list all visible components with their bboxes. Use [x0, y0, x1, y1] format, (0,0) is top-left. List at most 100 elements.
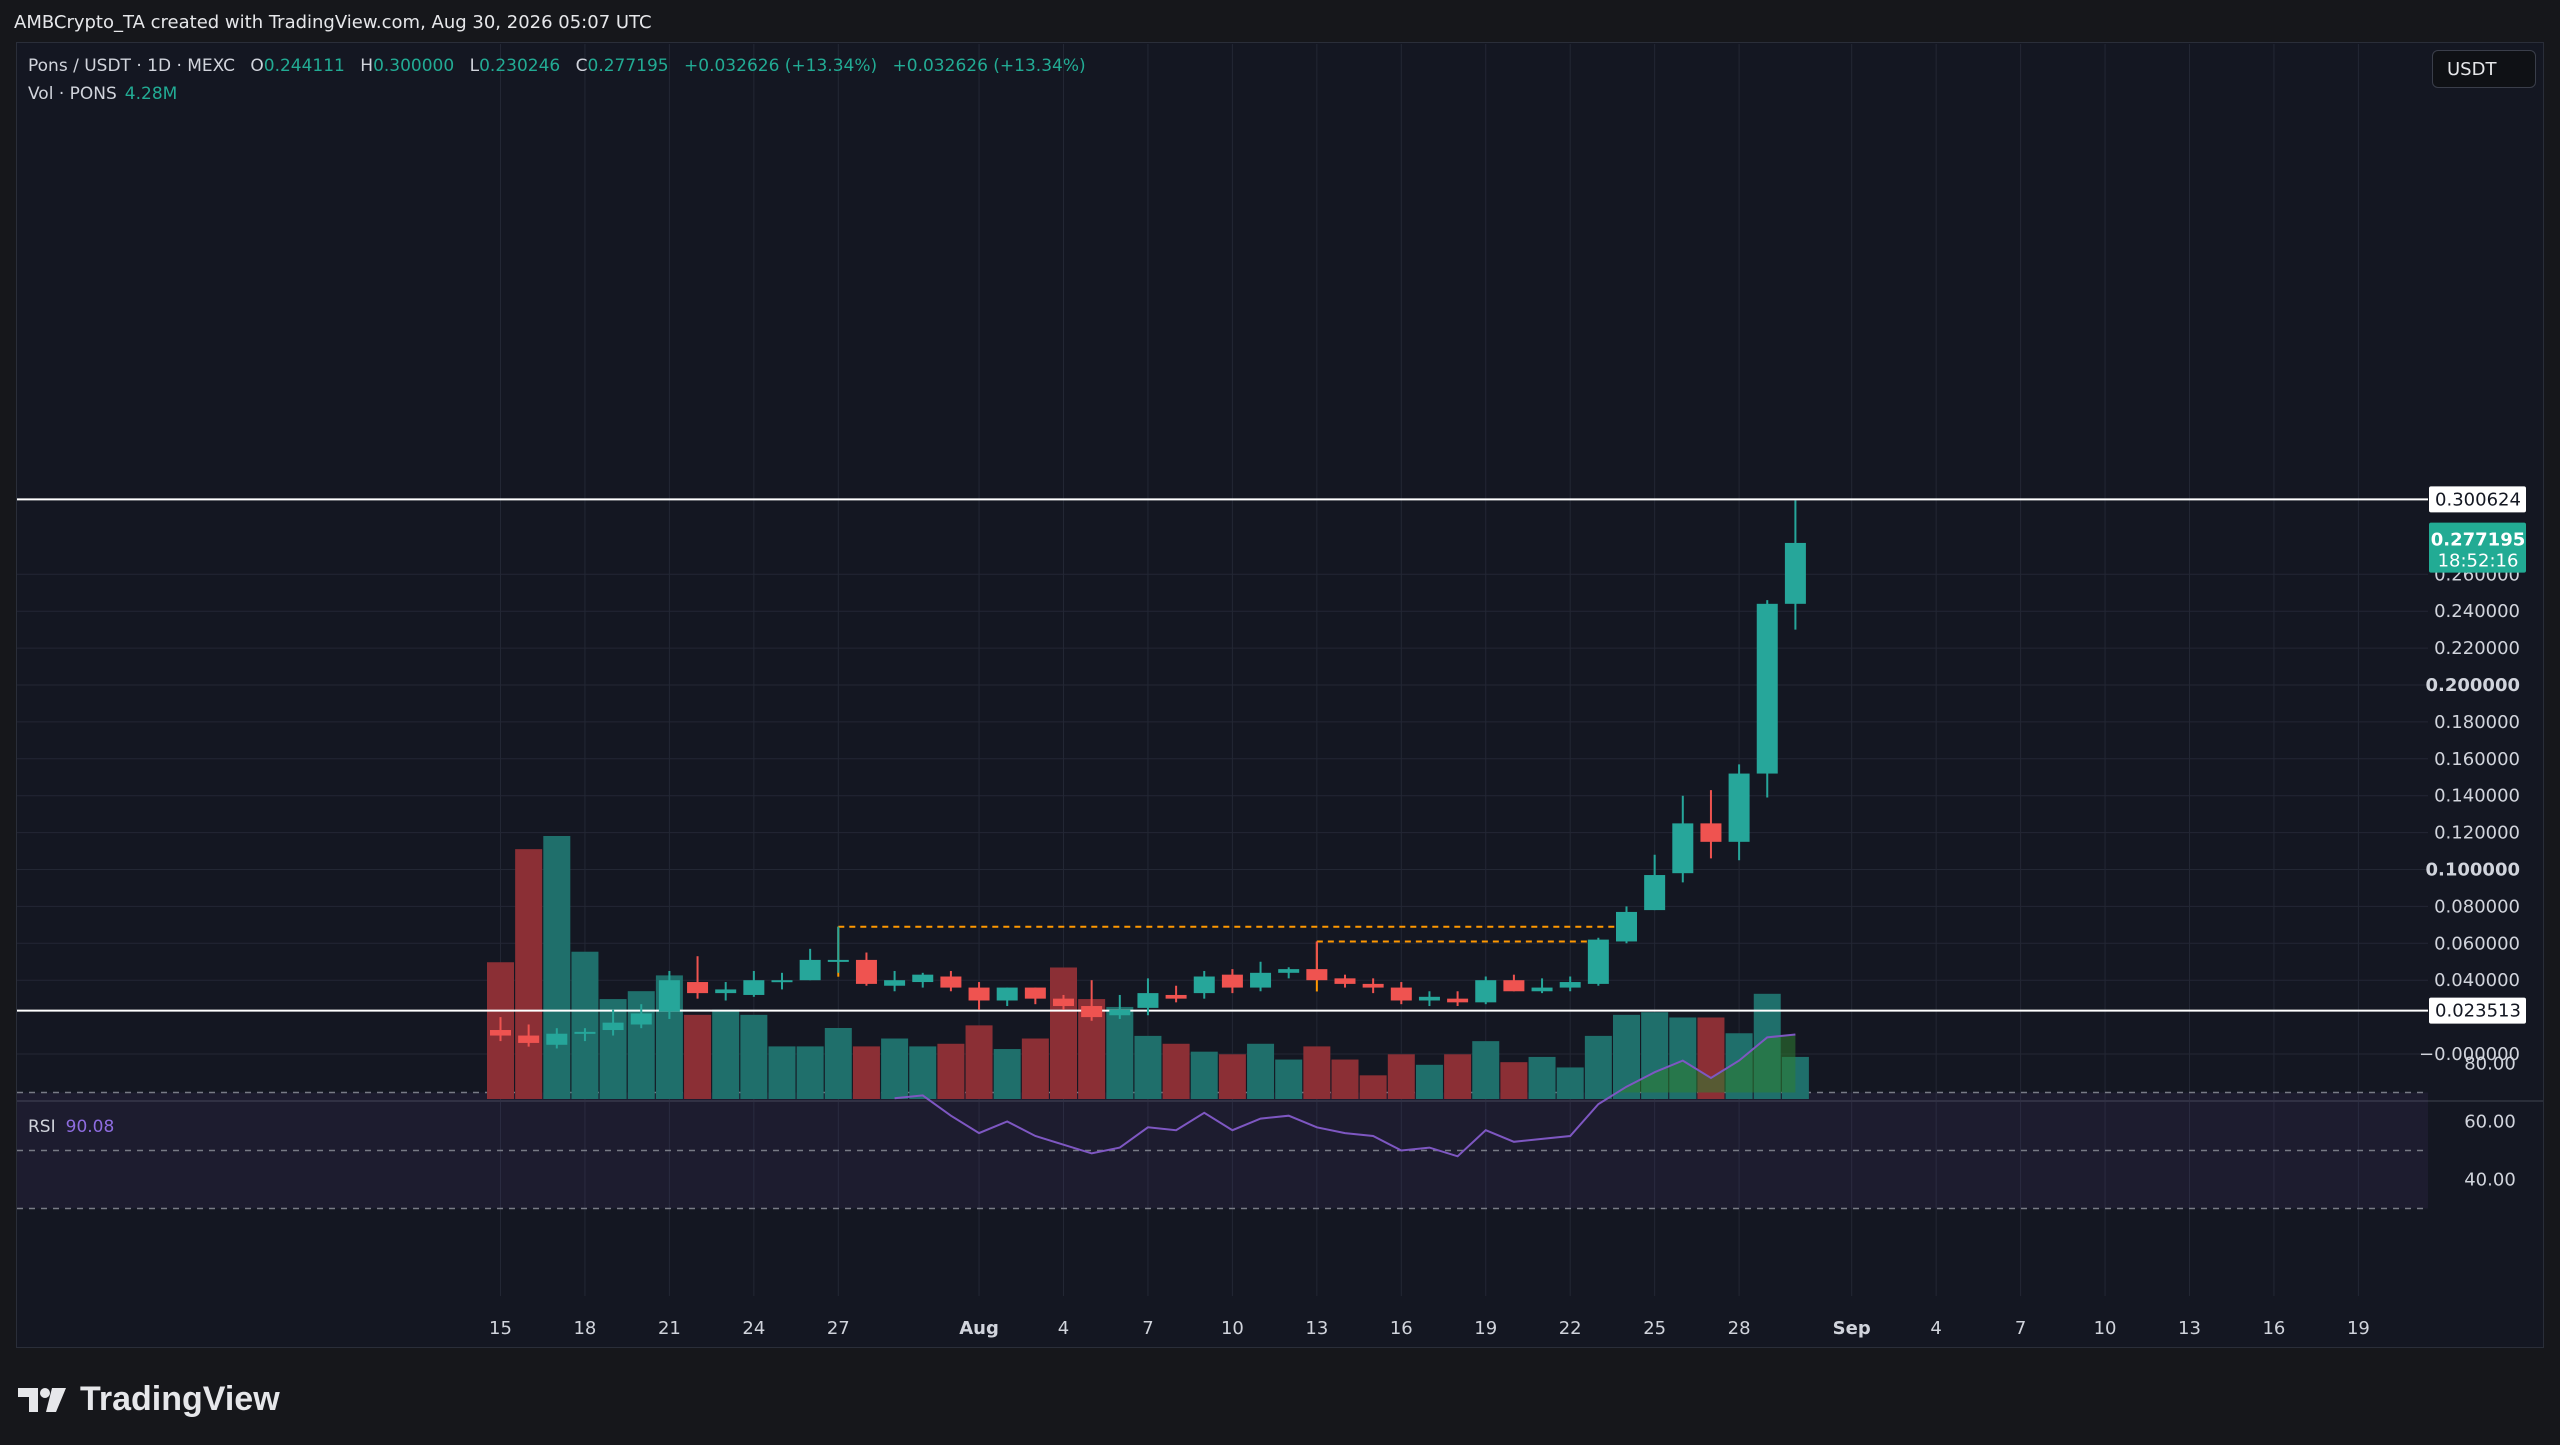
candle-body: [490, 1030, 511, 1036]
volume-bar: [515, 849, 543, 1099]
volume-bar: [937, 1043, 965, 1099]
candle-body: [996, 987, 1018, 1001]
time-tick-label: 7: [2015, 1318, 2026, 1339]
candle-body: [1221, 974, 1243, 988]
candle-body: [1756, 603, 1778, 774]
volume-bar: [1415, 1064, 1443, 1099]
rsi-background: [17, 1091, 2428, 1210]
volume-bar: [1106, 1006, 1134, 1099]
change-value: +0.032626 (+13.34%): [684, 56, 878, 76]
time-tick-label: 19: [1474, 1318, 1497, 1339]
brand-name: TradingView: [80, 1380, 280, 1418]
candle-body: [1165, 994, 1187, 999]
candle-body: [743, 980, 765, 995]
price-tick-label: 0.100000: [2425, 860, 2520, 881]
candle-body: [799, 959, 821, 981]
candle-body: [1531, 987, 1553, 992]
last-price-box: [2429, 522, 2526, 573]
candles: [490, 500, 1806, 1049]
candle-body: [1278, 969, 1300, 973]
open-label: O: [250, 56, 264, 76]
horizontal-levels: [17, 498, 2428, 1012]
candle-body: [1700, 823, 1722, 842]
time-tick-label: 7: [1142, 1318, 1153, 1339]
symbol-label[interactable]: Pons / USDT · 1D · MEXC: [28, 56, 235, 76]
candle-body: [1644, 875, 1666, 911]
time-tick-label: 13: [1305, 1318, 1328, 1339]
candle-body: [1475, 980, 1497, 1003]
time-tick-label: 4: [1930, 1318, 1941, 1339]
time-tick-label: 22: [1559, 1318, 1582, 1339]
volume-bar: [1472, 1041, 1500, 1099]
candle-body: [1362, 983, 1384, 988]
volume-bar: [1275, 1059, 1303, 1099]
level-label: 0.300624: [2435, 489, 2521, 510]
volume-bar: [1162, 1043, 1190, 1099]
volume-bar: [712, 1009, 740, 1099]
price-tick-label: 0.040000: [2434, 970, 2520, 991]
candle-body: [1503, 980, 1525, 992]
candle-body: [1728, 773, 1750, 842]
volume-label[interactable]: Vol · PONS: [28, 84, 117, 104]
volume-bar: [543, 836, 571, 1099]
volume-bar: [1190, 1051, 1218, 1099]
candle-body: [1418, 996, 1440, 1001]
candle-body: [1784, 542, 1806, 604]
candle-body: [546, 1033, 568, 1045]
volume-bar: [909, 1046, 937, 1099]
candle-body: [658, 980, 680, 1012]
candle-body: [855, 959, 877, 984]
ohlc-legend: Pons / USDT · 1D · MEXC O0.244111 H0.300…: [28, 56, 1086, 76]
volume-bar: [1444, 1054, 1472, 1099]
volume-bar: [965, 1025, 993, 1099]
candle-body: [827, 959, 849, 962]
currency-button[interactable]: USDT: [2432, 50, 2536, 88]
volume-bar: [1303, 1046, 1331, 1099]
volume-bar: [1500, 1062, 1528, 1099]
time-tick-label: 25: [1643, 1318, 1666, 1339]
candle-body: [1081, 1006, 1103, 1018]
countdown-label: 18:52:16: [2438, 551, 2519, 572]
candle-body: [1053, 998, 1074, 1007]
price-tick-label: 0.060000: [2434, 933, 2520, 954]
level-label-box: [2429, 997, 2526, 1024]
volume-bar: [881, 1038, 909, 1099]
rsi-label[interactable]: RSI: [28, 1117, 56, 1137]
volume-bar: [1556, 1067, 1584, 1099]
candle-body: [1390, 987, 1412, 1001]
volume-bar: [684, 1014, 712, 1099]
rsi-tick-label: 80.00: [2464, 1054, 2516, 1075]
rsi-legend: RSI 90.08: [28, 1117, 114, 1137]
candle-body: [884, 980, 906, 986]
candle-body: [1616, 911, 1637, 942]
time-tick-label: 27: [827, 1318, 850, 1339]
change-value-2: +0.032626 (+13.34%): [892, 56, 1086, 76]
candle-body: [1193, 976, 1215, 994]
candle-body: [1109, 1009, 1131, 1016]
chart-panel[interactable]: [16, 42, 2544, 1348]
candle-body: [1334, 978, 1356, 984]
candle-body: [715, 989, 737, 994]
price-tick-label: 0.180000: [2434, 712, 2520, 733]
price-tick-label: −0.000000: [2419, 1044, 2520, 1065]
volume-bar: [796, 1046, 824, 1099]
time-axis: 15 18 21 24 27 Aug 4 7 10 13 16 19 22 25 28 Sep 4 7 10 13 16…: [489, 1318, 2370, 1339]
candle-body: [630, 1013, 652, 1025]
close-value: 0.277195: [587, 56, 669, 76]
candle-body: [771, 980, 793, 983]
candle-body: [968, 987, 990, 1001]
price-tick-label: 0.240000: [2434, 601, 2520, 622]
volume-legend: Vol · PONS 4.28M: [28, 84, 177, 104]
creator-line: AMBCrypto_TA created with TradingView.co…: [14, 12, 652, 33]
volume-bar: [993, 1049, 1021, 1099]
price-axis: 0.2600000.2400000.2200000.2000000.180000…: [2419, 486, 2526, 1191]
volume-bar: [1387, 1054, 1415, 1099]
candle-body: [602, 1022, 624, 1031]
candle-body: [1137, 993, 1159, 1008]
time-tick-label: Aug: [959, 1318, 999, 1339]
candle-body: [1559, 982, 1581, 988]
time-tick-label: 16: [2262, 1318, 2285, 1339]
candle-body: [1250, 972, 1272, 988]
candle-body: [912, 974, 934, 983]
